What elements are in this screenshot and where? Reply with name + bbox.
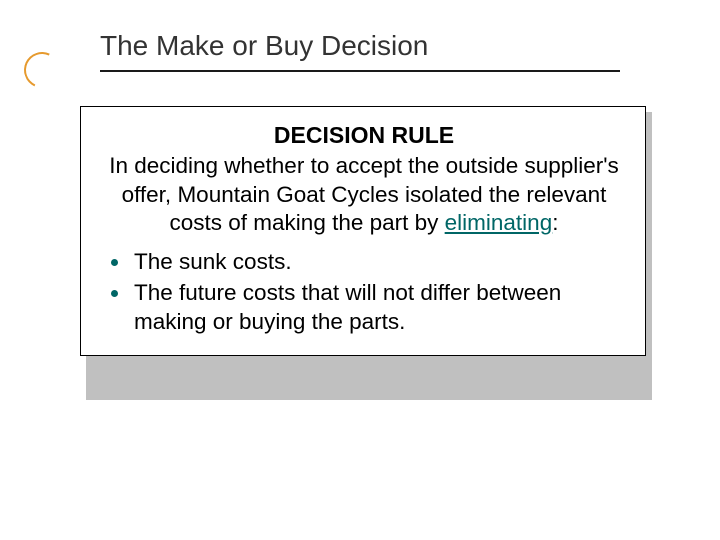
decision-rule-box: DECISION RULE In deciding whether to acc… [80, 106, 646, 356]
title-underline [100, 70, 620, 72]
bullet-icon [111, 259, 118, 266]
box-headline: DECISION RULE [99, 121, 629, 150]
accent-circle-icon [19, 47, 65, 93]
title-area: The Make or Buy Decision [100, 30, 660, 72]
bullet-list: The sunk costs. The future costs that wi… [99, 248, 629, 336]
intro-emphasis: eliminating [445, 210, 553, 235]
intro-post: : [552, 210, 558, 235]
box-intro: In deciding whether to accept the outsid… [99, 152, 629, 238]
bullet-icon [111, 290, 118, 297]
list-item: The sunk costs. [111, 248, 629, 277]
slide: The Make or Buy Decision DECISION RULE I… [0, 0, 720, 540]
content-box-wrap: DECISION RULE In deciding whether to acc… [100, 106, 660, 356]
bullet-text: The sunk costs. [134, 248, 292, 277]
bullet-text: The future costs that will not differ be… [134, 279, 629, 337]
page-title: The Make or Buy Decision [100, 30, 660, 62]
list-item: The future costs that will not differ be… [111, 279, 629, 337]
